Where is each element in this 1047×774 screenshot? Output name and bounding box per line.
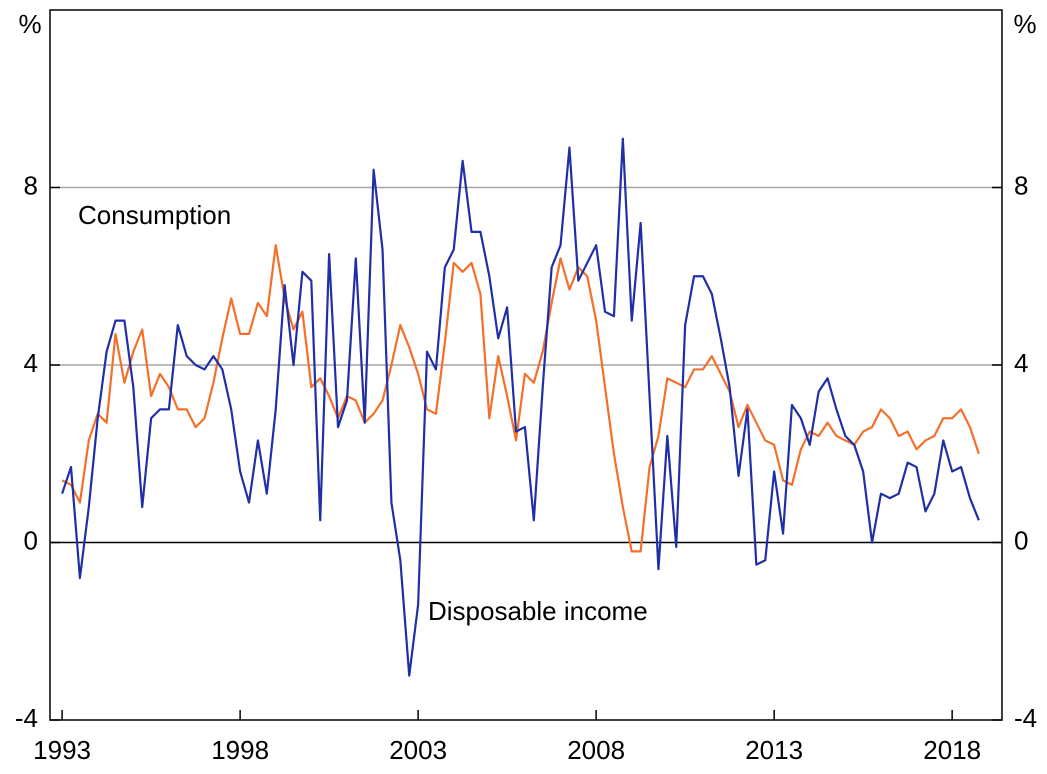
y2-tick-label: 0: [1014, 525, 1028, 555]
x-tick-label: 2008: [567, 735, 625, 765]
plot-frame: [49, 9, 1003, 721]
series-label: Consumption: [78, 200, 231, 230]
x-tick-label: 1993: [33, 735, 91, 765]
y-axis-label: %: [18, 9, 41, 39]
y2-axis-label: %: [1013, 9, 1036, 39]
x-tick-label: 2013: [745, 735, 803, 765]
y-tick-label: -4: [15, 703, 38, 733]
x-tick-label: 2018: [923, 735, 981, 765]
y-tick-label: 0: [24, 525, 38, 555]
series-line: [61, 137, 980, 677]
y2-tick-label: 4: [1014, 348, 1028, 378]
y2-tick-label: -4: [1014, 703, 1037, 733]
y2-tick-label: 8: [1014, 170, 1028, 200]
series-label: Disposable income: [428, 596, 648, 626]
x-tick-label: 1998: [211, 735, 269, 765]
y-tick-label: 4: [24, 348, 38, 378]
y-tick-label: 8: [24, 170, 38, 200]
x-tick-label: 2003: [389, 735, 447, 765]
series-line: [61, 244, 980, 553]
